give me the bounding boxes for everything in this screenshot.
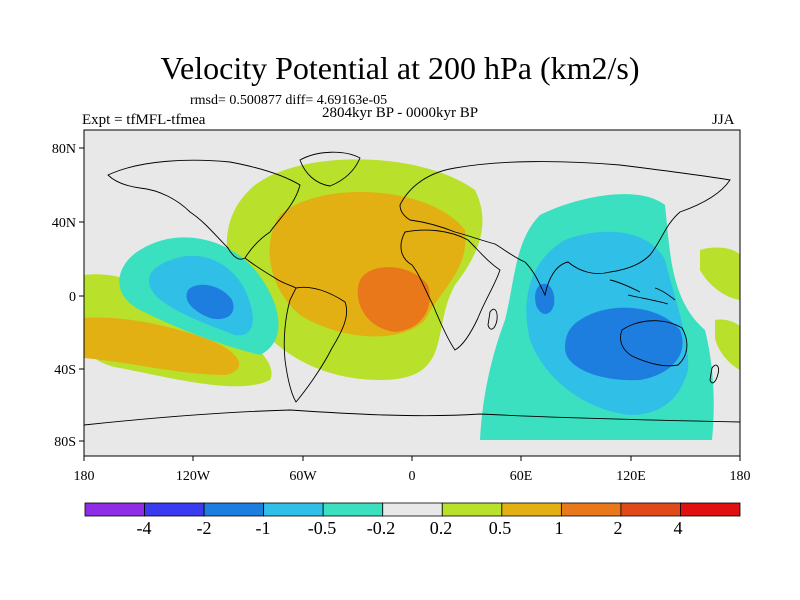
lon-tick-label: 180 (730, 469, 751, 484)
contour-negative-1-pacific (186, 284, 234, 320)
lat-tick-label: 0 (69, 290, 76, 305)
colorbar-box (322, 502, 384, 517)
coast-madagascar (487, 308, 498, 330)
coast-south-america (283, 286, 348, 403)
plot-title: Velocity Potential at 200 hPa (km2/s) (160, 50, 640, 86)
colorbar-label: 4 (674, 518, 683, 538)
lon-tick-label: 0 (409, 469, 416, 484)
colorbar-label: -4 (137, 518, 152, 538)
period-label: 2804kyr BP - 0000kyr BP (322, 105, 479, 121)
coast-antarctica (84, 409, 740, 426)
colorbar: -4 -2 -1 -0.5 -0.2 0.2 0.5 1 2 4 (84, 502, 741, 538)
contour-negative-1-bay (535, 283, 555, 315)
colorbar-labels: -4 -2 -1 -0.5 -0.2 0.2 0.5 1 2 4 (137, 518, 683, 538)
contour-fields (84, 159, 740, 440)
axis-ticks (79, 147, 741, 461)
stats-text: rmsd= 0.500877 diff= 4.69163e-05 (190, 93, 388, 108)
lat-tick-label: 80S (54, 435, 76, 450)
contour-positive-1 (357, 267, 430, 332)
season-label: JJA (712, 112, 735, 128)
coast-europe-asia (399, 161, 731, 297)
colorbar-box (263, 502, 324, 517)
colorbar-label: -0.2 (367, 518, 396, 538)
contour-positive-edge (700, 247, 740, 300)
colorbar-label: -0.5 (308, 518, 337, 538)
coast-central-america (244, 257, 297, 289)
contour-positive-edge-south (715, 319, 740, 370)
colorbar-box (501, 502, 562, 517)
lat-tick-labels: 80N 40N 0 40S 80S (52, 142, 76, 450)
colorbar-label: -1 (256, 518, 271, 538)
map-panel: 180 120W 60W 0 60E 120E 180 80N 40N 0 40… (52, 129, 751, 484)
colorbar-label: -2 (197, 518, 212, 538)
colorbar-box (680, 502, 741, 517)
colorbar-label: 0.5 (489, 518, 512, 538)
colorbar-box (144, 502, 205, 517)
colorbar-box (203, 502, 265, 517)
colorbar-label: 1 (555, 518, 564, 538)
lat-tick-label: 80N (52, 142, 76, 157)
colorbar-label: 2 (614, 518, 623, 538)
coast-new-zealand (709, 364, 719, 384)
lon-tick-label: 180 (74, 469, 95, 484)
lat-tick-label: 40S (54, 363, 76, 378)
lon-tick-label: 60E (510, 469, 533, 484)
coast-australia (620, 320, 688, 367)
lon-tick-label: 60W (289, 469, 317, 484)
experiment-label: Expt = tfMFL-tfmea (82, 112, 206, 128)
coast-africa (400, 229, 501, 351)
coast-north-america (107, 159, 301, 260)
lon-tick-label: 120W (176, 469, 211, 484)
colorbar-box (84, 502, 145, 517)
coast-greenland (299, 151, 361, 187)
lat-tick-label: 40N (52, 216, 76, 231)
coastlines (84, 151, 740, 426)
lon-tick-labels: 180 120W 60W 0 60E 120E 180 (74, 469, 751, 484)
colorbar-boxes (84, 502, 741, 517)
contour-negative-1 (565, 307, 683, 381)
colorbar-box (382, 502, 443, 517)
colorbar-box (441, 502, 503, 517)
colorbar-box (620, 502, 681, 517)
lon-tick-label: 120E (616, 469, 646, 484)
contour-positive-0.5-pacific (84, 317, 240, 375)
colorbar-box (560, 502, 622, 517)
coast-maritime-continent (609, 279, 676, 305)
colorbar-label: 0.2 (430, 518, 453, 538)
